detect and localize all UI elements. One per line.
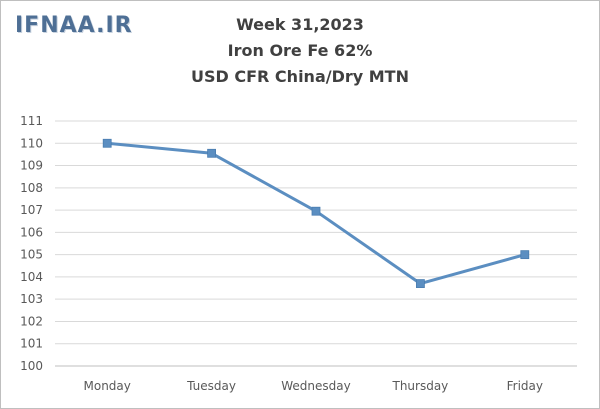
data-point	[415, 279, 425, 288]
y-tick-label: 100	[20, 359, 43, 373]
data-point	[520, 250, 530, 260]
watermark-logo: IFNAA.IR	[15, 13, 133, 38]
y-tick-label: 106	[20, 225, 43, 239]
y-tick-label: 103	[20, 292, 43, 306]
data-point	[207, 148, 217, 158]
y-tick-label: 101	[20, 337, 43, 351]
y-tick-label: 111	[20, 114, 43, 128]
x-tick-label: Thursday	[391, 379, 448, 393]
y-tick-label: 109	[20, 159, 43, 173]
y-tick-label: 108	[20, 181, 43, 195]
x-tick-label: Friday	[507, 379, 543, 393]
data-point	[102, 138, 112, 148]
chart-title-line-2: Iron Ore Fe 62%	[227, 41, 373, 60]
x-axis: Monday Tuesday Wednesday Thursday Friday	[84, 379, 543, 393]
chart-title-line-1: Week 31,2023	[236, 15, 364, 34]
y-tick-label: 104	[20, 270, 43, 284]
x-tick-label: Monday	[84, 379, 131, 393]
y-tick-label: 107	[20, 203, 43, 217]
gridlines	[55, 120, 577, 367]
y-axis: 100 101 102 103 104 105 106 107 108 109 110 111	[20, 114, 43, 373]
series-group	[102, 138, 530, 288]
x-tick-label: Tuesday	[186, 379, 236, 393]
data-point	[311, 206, 321, 216]
x-tick-label: Wednesday	[281, 379, 350, 393]
y-tick-label: 105	[20, 248, 43, 262]
chart-title-line-3: USD CFR China/Dry MTN	[191, 67, 409, 86]
y-tick-label: 102	[20, 314, 43, 328]
y-tick-label: 110	[20, 136, 43, 150]
